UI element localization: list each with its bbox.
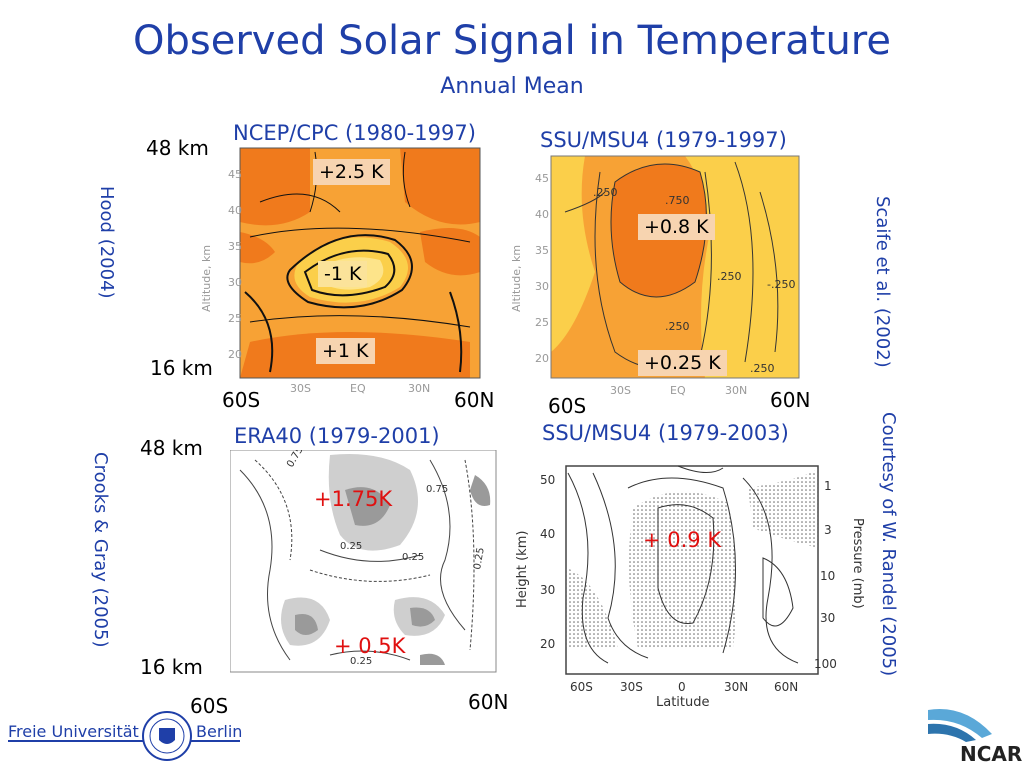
- svg-text:Latitude: Latitude: [656, 695, 710, 710]
- freie-universitat-logo: Freie Universität Berlin: [8, 708, 243, 762]
- ssu2-value: + 0.9 K: [643, 528, 722, 552]
- svg-text:45: 45: [535, 172, 549, 185]
- ncep-left-lat: 60S: [222, 388, 261, 412]
- svg-text:35: 35: [228, 240, 242, 253]
- ssu1-panel-label: SSU/MSU4 (1979-1997): [540, 128, 787, 152]
- svg-text:Altitude, km: Altitude, km: [510, 245, 523, 312]
- ncep-value-center: -1 K: [318, 261, 368, 287]
- svg-text:25: 25: [228, 312, 242, 325]
- svg-text:30: 30: [228, 276, 242, 289]
- svg-text:20: 20: [228, 348, 242, 361]
- svg-text:30N: 30N: [725, 384, 747, 397]
- svg-text:30N: 30N: [724, 680, 748, 694]
- ssu1-value-top: +0.8 K: [638, 214, 715, 240]
- svg-text:50: 50: [540, 473, 555, 487]
- svg-text:.250: .250: [750, 362, 775, 375]
- svg-text:0.75: 0.75: [426, 484, 448, 495]
- era40-panel-label: ERA40 (1979-2001): [234, 424, 440, 448]
- era40-top-km: 48 km: [140, 436, 203, 460]
- ncar-swoosh-icon: [928, 709, 992, 742]
- ssu1-value-bottom: +0.25 K: [638, 350, 727, 376]
- svg-text:25: 25: [535, 316, 549, 329]
- era40-value-top: +1.75K: [314, 487, 393, 511]
- svg-text:60N: 60N: [774, 680, 798, 694]
- era40-credit: Crooks & Gray (2005): [90, 452, 111, 648]
- era40-contour-plot: 0.75 0.75 0.25 0.25 0.25 0.25: [230, 450, 500, 675]
- svg-text:30: 30: [535, 280, 549, 293]
- svg-text:.250: .250: [665, 320, 690, 333]
- era40-right-lat: 60N: [468, 690, 509, 714]
- svg-text:40: 40: [228, 204, 242, 217]
- svg-text:45: 45: [228, 168, 242, 181]
- svg-text:40: 40: [535, 208, 549, 221]
- svg-text:100: 100: [814, 657, 837, 671]
- fu-logo-right-text: Berlin: [196, 722, 243, 741]
- ncar-logo-text: NCAR: [960, 742, 1023, 766]
- slide-subtitle: Annual Mean: [440, 74, 584, 99]
- ncep-credit: Hood (2004): [96, 186, 117, 299]
- ssu1-right-lat: 60N: [770, 388, 811, 412]
- ssu1-credit: Scaife et al. (2002): [872, 196, 893, 368]
- svg-text:0.25: 0.25: [350, 656, 372, 667]
- svg-text:.250: .250: [593, 186, 618, 199]
- svg-text:60S: 60S: [570, 680, 593, 694]
- ssu1-left-lat: 60S: [548, 394, 587, 418]
- ncep-value-bottom: +1 K: [316, 338, 375, 364]
- slide-title: Observed Solar Signal in Temperature: [133, 18, 891, 64]
- svg-text:3: 3: [824, 523, 832, 537]
- era40-bottom-km: 16 km: [140, 655, 203, 679]
- svg-text:0: 0: [678, 680, 686, 694]
- ssu2-panel-label: SSU/MSU4 (1979-2003): [542, 421, 789, 445]
- svg-text:1: 1: [824, 479, 832, 493]
- ncep-panel-label: NCEP/CPC (1980-1997): [233, 121, 476, 145]
- ncep-top-km: 48 km: [146, 136, 209, 160]
- svg-text:0.25: 0.25: [472, 547, 487, 571]
- svg-text:0.25: 0.25: [402, 552, 424, 563]
- ssu2-credit: Courtesy of W. Randel (2005): [878, 412, 899, 677]
- svg-text:EQ: EQ: [350, 382, 366, 395]
- svg-text:30: 30: [540, 583, 555, 597]
- svg-text:35: 35: [535, 244, 549, 257]
- svg-text:10: 10: [820, 569, 835, 583]
- fu-seal-icon: [142, 711, 192, 761]
- svg-text:20: 20: [540, 637, 555, 651]
- svg-text:30: 30: [820, 611, 835, 625]
- svg-text:0.25: 0.25: [340, 541, 362, 552]
- ncar-logo: NCAR: [924, 704, 1023, 766]
- svg-text:40: 40: [540, 527, 555, 541]
- svg-text:Height (km): Height (km): [515, 531, 530, 608]
- ncep-bottom-km: 16 km: [150, 356, 213, 380]
- era40-left-lat: 60S: [190, 694, 229, 718]
- svg-text:EQ: EQ: [670, 384, 686, 397]
- svg-text:.750: .750: [665, 194, 690, 207]
- svg-text:.250: .250: [717, 270, 742, 283]
- svg-text:30S: 30S: [610, 384, 631, 397]
- ncep-value-top: +2.5 K: [313, 159, 390, 185]
- era40-value-bottom: + 0.5K: [334, 634, 406, 658]
- ssu2-contour-plot: 50 40 30 20 60S 30S 0 30N 60N Latitude H…: [508, 448, 868, 713]
- ncep-right-lat: 60N: [454, 388, 495, 412]
- svg-text:Pressure (mb): Pressure (mb): [850, 518, 865, 609]
- svg-text:30S: 30S: [290, 382, 311, 395]
- fu-logo-left-text: Freie Universität: [8, 722, 139, 741]
- svg-text:-.250: -.250: [767, 278, 795, 291]
- svg-text:Altitude, km: Altitude, km: [200, 245, 213, 312]
- svg-text:20: 20: [535, 352, 549, 365]
- svg-text:30N: 30N: [408, 382, 430, 395]
- svg-text:30S: 30S: [620, 680, 643, 694]
